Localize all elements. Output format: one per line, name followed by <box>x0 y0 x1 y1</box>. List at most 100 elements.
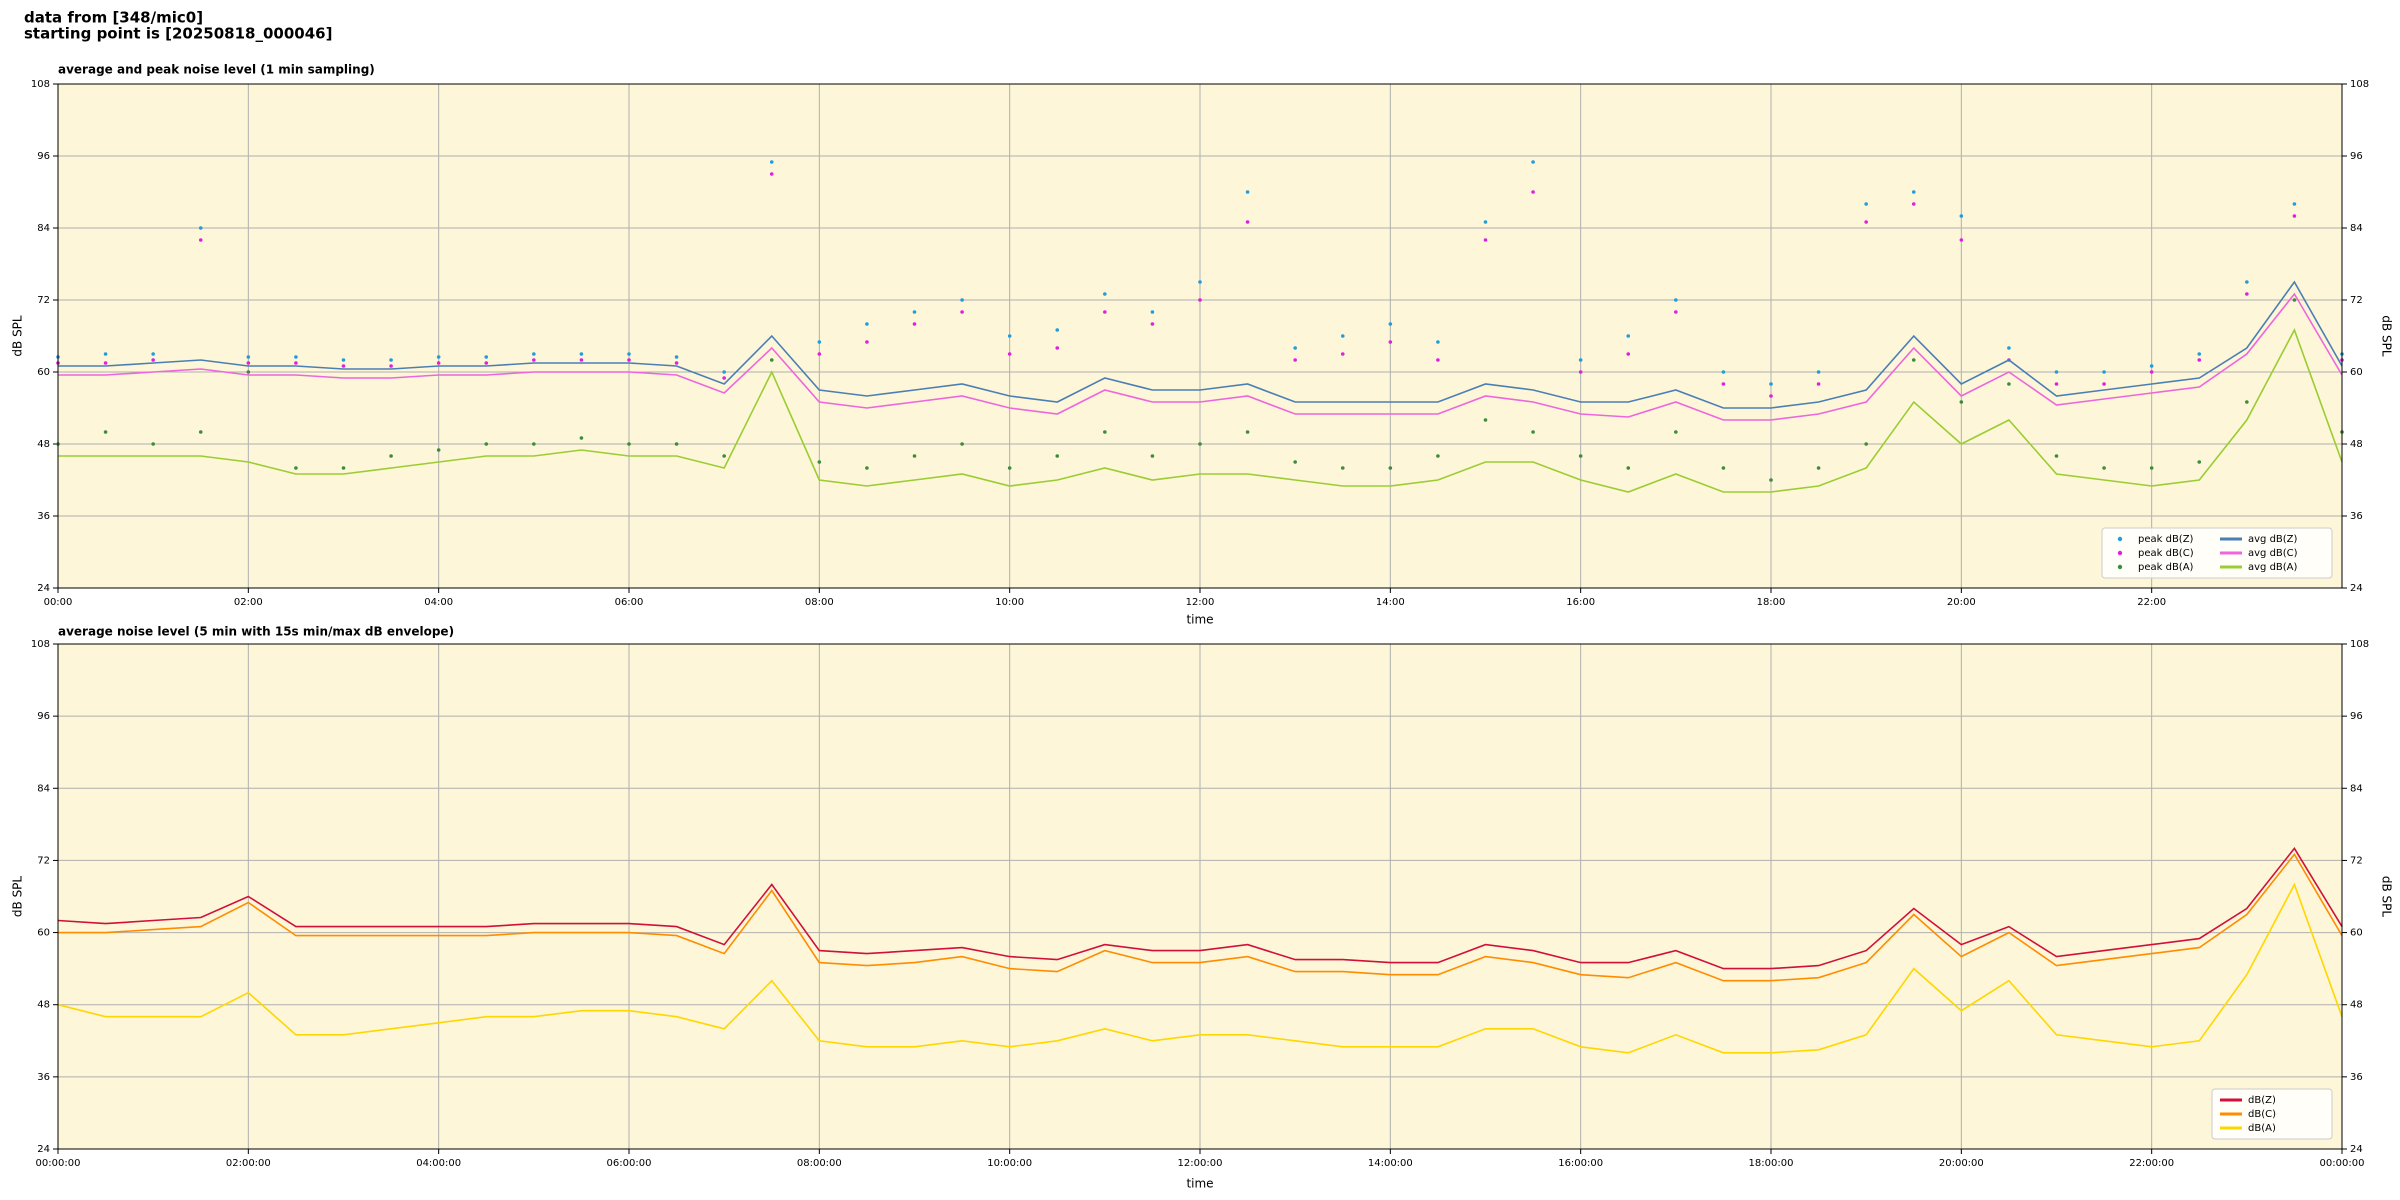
data-point <box>1626 466 1631 470</box>
y-tick-label: 96 <box>37 711 50 722</box>
data-point <box>1864 202 1868 206</box>
data-point <box>1007 352 1012 356</box>
data-point <box>1055 346 1060 350</box>
data-point <box>389 358 393 362</box>
data-point <box>1055 454 1060 458</box>
y-tick-label: 48 <box>37 439 50 450</box>
x-tick-label: 00:00:00 <box>36 1158 81 1169</box>
data-point <box>2292 202 2297 206</box>
data-point <box>1483 418 1488 422</box>
data-point <box>1674 310 1678 314</box>
x-tick-label: 00:00:00 <box>2320 1158 2365 1169</box>
legend-label: peak dB(Z) <box>2138 534 2194 545</box>
data-point <box>341 364 346 368</box>
x-axis-label: time <box>1186 613 1213 627</box>
header-line: starting point is [20250818_000046] <box>24 25 332 43</box>
data-point <box>960 442 964 446</box>
data-point <box>484 442 489 446</box>
data-point <box>1198 298 1202 302</box>
data-point <box>2197 358 2202 362</box>
x-tick-label: 02:00:00 <box>226 1158 271 1169</box>
data-point <box>1103 310 1107 314</box>
data-point <box>1340 466 1345 470</box>
data-point <box>1626 352 1631 356</box>
data-point <box>817 352 822 356</box>
legend-label: dB(C) <box>2248 1109 2276 1120</box>
data-point <box>1436 340 1440 344</box>
data-point <box>1769 382 1773 386</box>
data-point <box>1293 346 1297 350</box>
data-line <box>58 852 2343 982</box>
data-point <box>1911 190 1916 194</box>
data-point <box>2197 352 2202 356</box>
data-point <box>722 454 726 458</box>
data-point <box>1340 352 1345 356</box>
y-tick-label: 24 <box>2350 583 2363 594</box>
data-point <box>341 358 346 362</box>
data-point <box>579 352 584 356</box>
x-tick-label: 06:00:00 <box>607 1158 652 1169</box>
data-point <box>484 355 489 359</box>
data-point <box>865 322 869 326</box>
data-point <box>2292 214 2297 218</box>
data-point <box>1436 358 1440 362</box>
data-point <box>2245 292 2249 296</box>
data-point <box>1055 328 1060 332</box>
y-tick-label: 84 <box>2350 783 2363 794</box>
data-point <box>1245 190 1250 194</box>
data-point <box>1578 370 1583 374</box>
y-tick-label: 84 <box>37 223 50 234</box>
data-point <box>912 322 917 326</box>
data-point <box>1245 430 1250 434</box>
y-tick-label: 72 <box>2350 855 2363 866</box>
y-tick-label: 108 <box>2350 79 2369 90</box>
y-tick-label: 60 <box>37 928 50 939</box>
data-point <box>960 298 964 302</box>
x-tick-label: 14:00:00 <box>1368 1158 1413 1169</box>
data-point <box>1198 280 1202 284</box>
y-tick-label: 48 <box>37 1000 50 1011</box>
y-tick-label: 96 <box>2350 711 2363 722</box>
data-point <box>1816 382 1821 386</box>
data-point <box>627 442 631 446</box>
x-tick-label: 22:00 <box>2137 597 2166 608</box>
data-point <box>436 448 441 452</box>
data-point <box>579 358 584 362</box>
y-axis-label: dB SPL <box>2380 315 2394 357</box>
data-point <box>2102 382 2106 386</box>
x-tick-label: 00:00 <box>44 597 73 608</box>
data-point <box>294 355 298 359</box>
legend-marker <box>2117 550 2123 556</box>
data-point <box>817 340 822 344</box>
plot-frame <box>57 643 2343 1150</box>
data-line <box>57 847 2343 970</box>
data-point <box>1864 220 1868 224</box>
data-point <box>436 361 441 365</box>
y-axis-label: dB SPL <box>11 315 25 357</box>
y-tick-label: 96 <box>37 151 50 162</box>
data-point <box>2292 298 2297 302</box>
data-line <box>58 292 2343 421</box>
data-point <box>1293 460 1297 464</box>
data-point <box>532 442 536 446</box>
data-point <box>1483 220 1488 224</box>
data-point <box>1007 334 1012 338</box>
data-point <box>1721 382 1726 386</box>
data-point <box>2054 370 2059 374</box>
data-point <box>1769 478 1773 482</box>
y-tick-label: 36 <box>37 1072 50 1083</box>
data-point <box>1674 430 1678 434</box>
data-point <box>1911 358 1916 362</box>
data-point <box>1150 310 1155 314</box>
data-point <box>2197 460 2202 464</box>
y-tick-label: 36 <box>37 511 50 522</box>
x-tick-label: 12:00:00 <box>1178 1158 1223 1169</box>
data-point <box>769 172 774 176</box>
chart-title: average and peak noise level (1 min samp… <box>58 63 375 77</box>
data-point <box>1864 442 1868 446</box>
y-tick-label: 60 <box>37 367 50 378</box>
x-axis-label: time <box>1186 1177 1213 1191</box>
data-line <box>58 328 2343 493</box>
data-point <box>1721 370 1726 374</box>
data-point <box>1816 370 1821 374</box>
